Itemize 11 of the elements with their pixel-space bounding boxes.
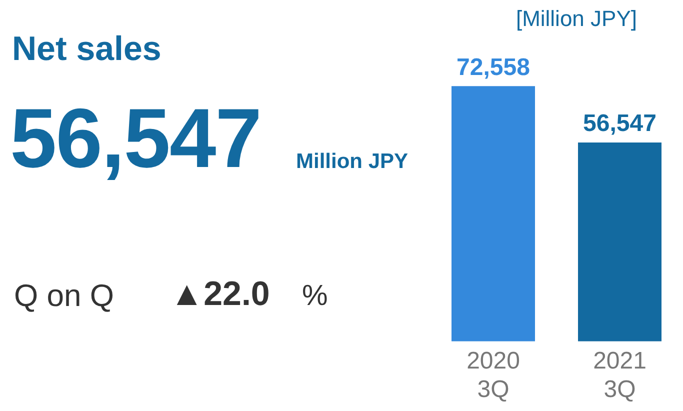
text: Net sales: [12, 30, 162, 69]
text: Million JPY: [296, 150, 408, 174]
y-axis-title: [Million JPY]: [516, 6, 637, 32]
x-tick-label: 2020 3Q: [466, 347, 520, 404]
text: ▲22.0: [170, 275, 270, 314]
x-tick-label: 2021 3Q: [593, 347, 646, 404]
text: %: [302, 280, 328, 313]
text: 56,547: [10, 90, 261, 187]
text: Q on Q: [14, 278, 114, 314]
data-label: 72,558: [456, 54, 530, 81]
data-label: 56,547: [583, 110, 656, 138]
